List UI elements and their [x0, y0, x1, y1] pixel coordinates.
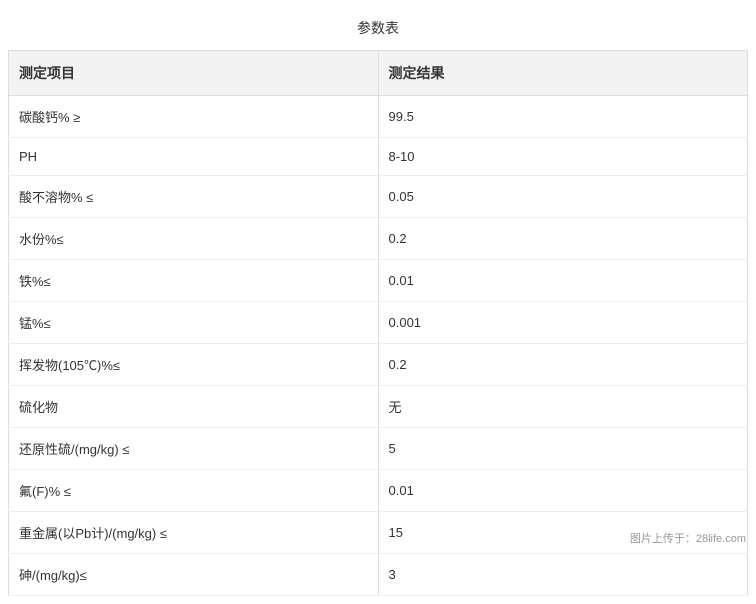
- table-cell: 0.2: [378, 218, 748, 260]
- table-cell: 无: [378, 386, 748, 428]
- table-header-row: 测定项目 测定结果: [9, 51, 748, 96]
- table-cell: 氟(F)% ≤: [9, 470, 379, 512]
- table-cell: 0.05: [378, 176, 748, 218]
- table-cell: 3: [378, 554, 748, 596]
- table-row: 砷/(mg/kg)≤3: [9, 554, 748, 596]
- table-cell: 锰%≤: [9, 302, 379, 344]
- table-row: 挥发物(105℃)%≤0.2: [9, 344, 748, 386]
- table-row: 硫化物无: [9, 386, 748, 428]
- table-cell: 重金属(以Pb计)/(mg/kg) ≤: [9, 512, 379, 554]
- table-row: 碳酸钙% ≥99.5: [9, 96, 748, 138]
- table-cell: 5: [378, 428, 748, 470]
- col-header-item: 测定项目: [9, 51, 379, 96]
- table-cell: 碳酸钙% ≥: [9, 96, 379, 138]
- table-row: 水份%≤0.2: [9, 218, 748, 260]
- table-cell: 砷/(mg/kg)≤: [9, 554, 379, 596]
- table-row: 锰%≤0.001: [9, 302, 748, 344]
- table-row: 铁%≤0.01: [9, 260, 748, 302]
- table-cell: 酸不溶物% ≤: [9, 176, 379, 218]
- table-cell: 0.001: [378, 302, 748, 344]
- col-header-result: 测定结果: [378, 51, 748, 96]
- table-container: 参数表 测定项目 测定结果 碳酸钙% ≥99.5PH8-10酸不溶物% ≤0.0…: [0, 0, 756, 604]
- table-cell: 0.2: [378, 344, 748, 386]
- table-cell: 99.5: [378, 96, 748, 138]
- table-cell: PH: [9, 138, 379, 176]
- table-cell: 0.01: [378, 260, 748, 302]
- parameter-table: 测定项目 测定结果 碳酸钙% ≥99.5PH8-10酸不溶物% ≤0.05水份%…: [8, 50, 748, 596]
- table-cell: 硫化物: [9, 386, 379, 428]
- table-cell: 铁%≤: [9, 260, 379, 302]
- table-cell: 还原性硫/(mg/kg) ≤: [9, 428, 379, 470]
- table-row: 酸不溶物% ≤0.05: [9, 176, 748, 218]
- table-cell: 8-10: [378, 138, 748, 176]
- table-row: 氟(F)% ≤0.01: [9, 470, 748, 512]
- table-cell: 水份%≤: [9, 218, 379, 260]
- table-cell: 0.01: [378, 470, 748, 512]
- table-row: PH8-10: [9, 138, 748, 176]
- table-cell: 挥发物(105℃)%≤: [9, 344, 379, 386]
- table-title: 参数表: [8, 8, 748, 50]
- table-row: 还原性硫/(mg/kg) ≤5: [9, 428, 748, 470]
- watermark-text: 图片上传于：28life.com: [630, 530, 746, 546]
